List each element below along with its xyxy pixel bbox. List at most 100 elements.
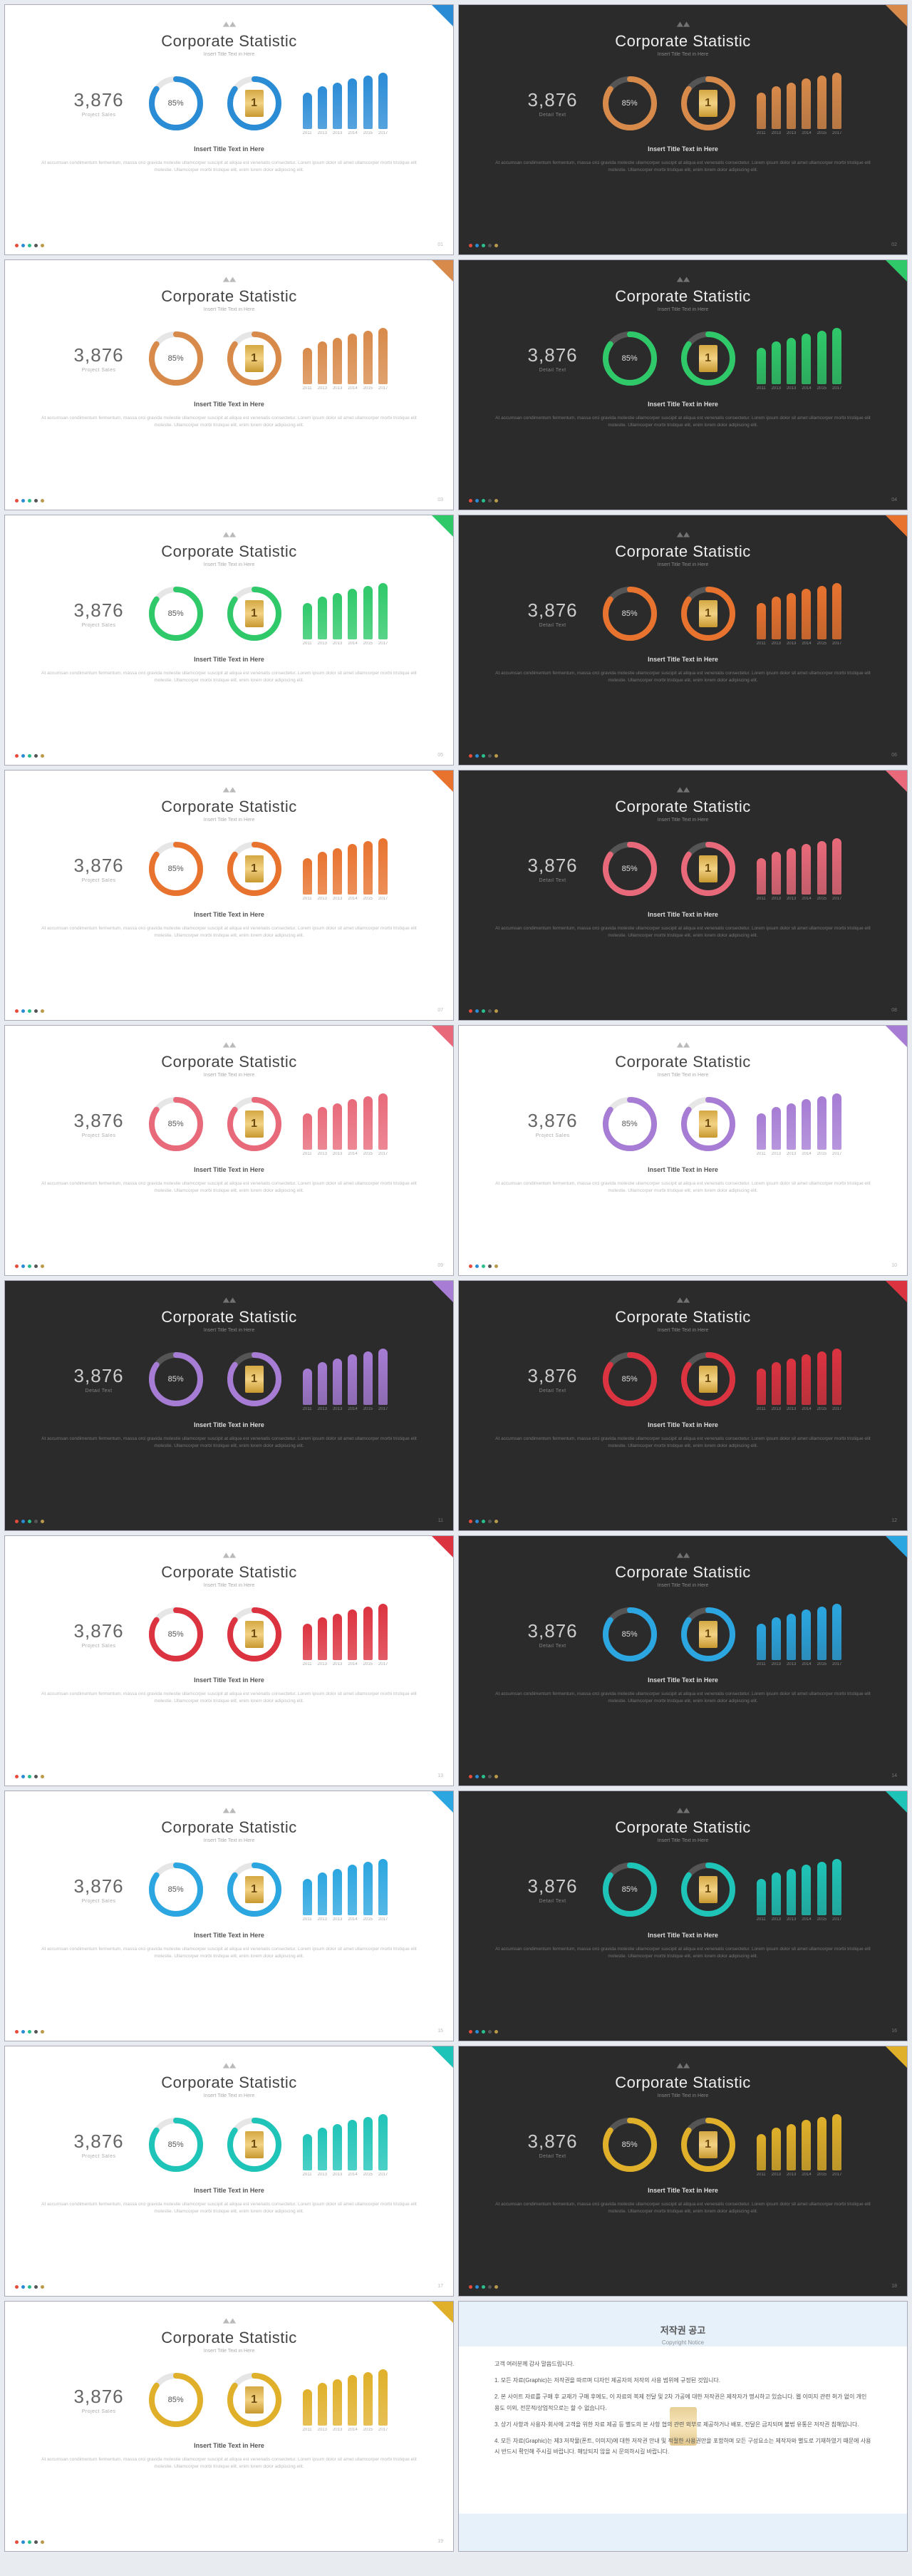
slide: Corporate Statistic Insert Title Text in… xyxy=(4,259,454,510)
bar-item: 2013 xyxy=(333,848,342,901)
bar-item: 2013 xyxy=(787,1614,796,1666)
page-number: 10 xyxy=(891,1263,897,1268)
stat-label: Project Sales xyxy=(71,623,128,628)
donut-chart: 85% xyxy=(146,329,206,388)
bar-item: 2015 xyxy=(817,1351,826,1411)
bar-item: 2013 xyxy=(787,593,796,646)
stat-label: Detail Text xyxy=(524,2154,581,2159)
bar-year: 2011 xyxy=(303,1917,312,1922)
medal-icon: 1 xyxy=(245,1366,264,1393)
donut-chart: 85% xyxy=(146,839,206,899)
bar-year: 2013 xyxy=(318,1662,327,1666)
lorem-text: At accumsan condimentum fermentum, massa… xyxy=(5,415,453,430)
palette-dots xyxy=(15,2285,44,2289)
copyright-subtitle: Copyright Notice xyxy=(494,2339,871,2346)
slide-title: Corporate Statistic xyxy=(5,542,453,561)
bar-year: 2013 xyxy=(787,897,796,901)
bar-year: 2013 xyxy=(318,1917,327,1922)
bar-item: 2013 xyxy=(333,2124,342,2177)
bar-year: 2014 xyxy=(348,897,357,901)
donut-percent: 85% xyxy=(146,839,206,899)
bar-item: 2013 xyxy=(333,1869,342,1922)
medal-icon: 1 xyxy=(245,90,264,117)
bar-chart: 201120132013201420152017 xyxy=(303,326,388,391)
caption-title: Insert Title Text in Here xyxy=(5,145,453,153)
lorem-text: At accumsan condimentum fermentum, massa… xyxy=(5,1691,453,1706)
bar-item: 2011 xyxy=(757,1369,766,1411)
bar-year: 2015 xyxy=(817,897,826,901)
bar-year: 2014 xyxy=(802,1662,811,1666)
donut-percent: 85% xyxy=(600,329,660,388)
slide: Corporate Statistic Insert Title Text in… xyxy=(4,1025,454,1276)
stat-label: Detail Text xyxy=(524,113,581,118)
bar-year: 2014 xyxy=(802,1917,811,1922)
bar-year: 2013 xyxy=(333,1152,342,1156)
slide-title: Corporate Statistic xyxy=(5,1053,453,1071)
caption-title: Insert Title Text in Here xyxy=(459,911,907,918)
bar-year: 2013 xyxy=(772,131,781,135)
bar-item: 2013 xyxy=(787,338,796,391)
bar-item: 2013 xyxy=(333,83,342,135)
slide: Corporate Statistic Insert Title Text in… xyxy=(4,770,454,1021)
bar-year: 2013 xyxy=(333,386,342,391)
bar-item: 2017 xyxy=(378,1859,388,1922)
donut-percent: 85% xyxy=(600,839,660,899)
medal-icon: 1 xyxy=(245,1876,264,1903)
medal-icon: 1 xyxy=(699,1366,717,1393)
caption-title: Insert Title Text in Here xyxy=(459,656,907,663)
bar-item: 2013 xyxy=(318,341,327,391)
stat-block: 3,876 Detail Text xyxy=(524,344,581,373)
bar-year: 2013 xyxy=(787,642,796,646)
bar-item: 2015 xyxy=(817,2117,826,2177)
bar-item: 2011 xyxy=(757,1624,766,1666)
medal-icon: 1 xyxy=(245,600,264,627)
bar-year: 2014 xyxy=(348,386,357,391)
slide: Corporate Statistic Insert Title Text in… xyxy=(458,770,908,1021)
bar-year: 2014 xyxy=(348,1662,357,1666)
lorem-text: At accumsan condimentum fermentum, massa… xyxy=(459,415,907,430)
stat-label: Detail Text xyxy=(524,1389,581,1393)
stat-block: 3,876 Detail Text xyxy=(524,89,581,118)
bar-item: 2014 xyxy=(348,334,357,391)
bar-year: 2014 xyxy=(802,1407,811,1411)
stat-block: 3,876 Project Sales xyxy=(71,1620,128,1649)
caption-title: Insert Title Text in Here xyxy=(5,1932,453,1939)
stat-label: Detail Text xyxy=(524,623,581,628)
donut-percent: 85% xyxy=(600,1094,660,1154)
corner-accent xyxy=(886,1536,907,1557)
bar-item: 2013 xyxy=(772,852,781,901)
corner-accent xyxy=(886,2046,907,2068)
page-number: 02 xyxy=(891,242,897,247)
caption-title: Insert Title Text in Here xyxy=(459,1932,907,1939)
bar-year: 2015 xyxy=(363,642,373,646)
corner-accent xyxy=(432,2302,453,2323)
bar-item: 2014 xyxy=(348,1865,357,1922)
stat-number: 3,876 xyxy=(71,2386,128,2408)
bar-year: 2013 xyxy=(318,386,327,391)
logo-icon xyxy=(222,1295,237,1304)
bar-year: 2015 xyxy=(817,1662,826,1666)
bar-year: 2015 xyxy=(817,2173,826,2177)
bar-item: 2013 xyxy=(787,2124,796,2177)
stat-number: 3,876 xyxy=(524,855,581,877)
lorem-text: At accumsan condimentum fermentum, massa… xyxy=(459,1180,907,1195)
bar-item: 2013 xyxy=(318,2128,327,2177)
donut-chart: 85% xyxy=(600,839,660,899)
bar-year: 2013 xyxy=(772,1407,781,1411)
donut-percent: 85% xyxy=(600,1604,660,1664)
bar-year: 2013 xyxy=(318,1407,327,1411)
slide: Corporate Statistic Insert Title Text in… xyxy=(458,1025,908,1276)
bar-item: 2015 xyxy=(817,1607,826,1666)
slide-subtitle: Insert Title Text in Here xyxy=(5,52,453,57)
bar-item: 2011 xyxy=(303,1113,312,1156)
bar-item: 2013 xyxy=(787,848,796,901)
stat-label: Project Sales xyxy=(71,113,128,118)
corner-accent xyxy=(886,5,907,26)
caption-title: Insert Title Text in Here xyxy=(459,1421,907,1428)
donut-chart: 85% xyxy=(600,2115,660,2175)
stat-number: 3,876 xyxy=(524,1875,581,1897)
bar-year: 2011 xyxy=(757,1917,766,1922)
stat-number: 3,876 xyxy=(524,1110,581,1132)
bar-year: 2015 xyxy=(363,2428,373,2432)
slide-title: Corporate Statistic xyxy=(459,287,907,306)
